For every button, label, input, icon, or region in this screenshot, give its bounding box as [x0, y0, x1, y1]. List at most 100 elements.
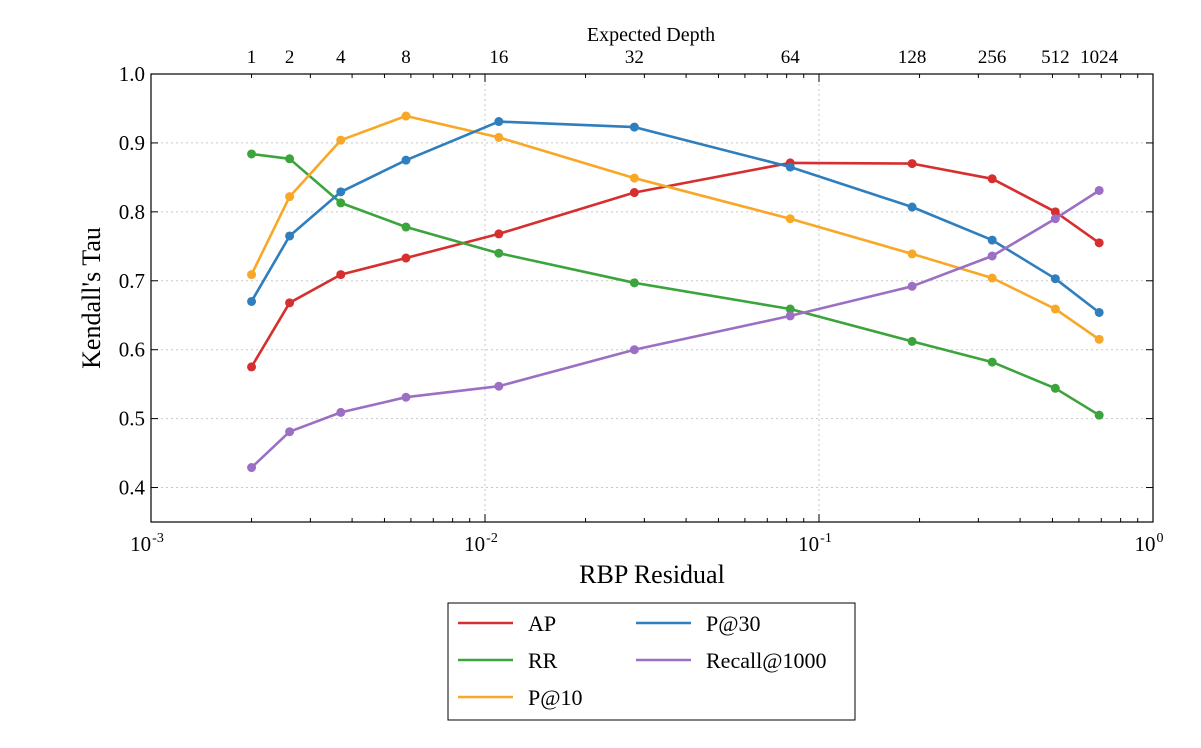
data-point: [907, 281, 917, 291]
data-point: [907, 336, 917, 346]
top-tick-label: 4: [336, 47, 346, 68]
data-point: [494, 248, 504, 258]
series-p-10: [247, 111, 1104, 344]
data-point: [1094, 410, 1104, 420]
data-point: [494, 117, 504, 127]
data-point: [1094, 238, 1104, 248]
legend-label: Recall@1000: [706, 648, 826, 673]
data-point: [987, 251, 997, 261]
legend-label: AP: [528, 611, 556, 636]
data-point: [1050, 207, 1060, 217]
legend: AP RR P@10 P@30 Recall@1000: [447, 602, 856, 721]
data-point: [785, 304, 795, 314]
data-point: [785, 214, 795, 224]
top-tick-label: 32: [625, 47, 644, 68]
legend-item: AP: [458, 611, 556, 636]
data-point: [1094, 334, 1104, 344]
top-tick-label: 16: [489, 47, 508, 68]
top-tick-label: 1024: [1080, 47, 1119, 68]
y-tick-label: 0.7: [119, 269, 145, 293]
data-point: [401, 392, 411, 402]
data-point: [336, 198, 346, 208]
data-point: [907, 159, 917, 169]
data-point: [336, 407, 346, 417]
data-point: [987, 357, 997, 367]
x-tick-label: 10-3: [130, 531, 164, 556]
top-axis-label: Expected Depth: [587, 24, 715, 46]
x-axis-label: RBP Residual: [579, 560, 725, 589]
data-point: [629, 173, 639, 183]
data-point: [1050, 214, 1060, 224]
data-point: [907, 202, 917, 212]
y-tick-label: 0.5: [119, 407, 145, 431]
y-tick-label: 0.9: [119, 131, 145, 155]
data-point: [785, 311, 795, 321]
y-axis-label: Kendall's Tau: [77, 227, 106, 369]
data-point: [907, 249, 917, 259]
top-tick-label: 256: [978, 47, 1007, 68]
data-point: [401, 111, 411, 121]
data-point: [629, 188, 639, 198]
data-point: [987, 235, 997, 245]
series-line: [251, 152, 1100, 417]
data-point: [987, 174, 997, 184]
data-point: [247, 270, 257, 280]
data-point: [629, 345, 639, 355]
legend-item: P@10: [458, 685, 583, 710]
legend-item: Recall@1000: [636, 648, 826, 673]
data-point: [629, 278, 639, 288]
y-tick-label: 0.4: [119, 476, 146, 500]
data-point: [336, 135, 346, 145]
data-point: [629, 122, 639, 132]
data-point: [401, 253, 411, 263]
legend-label: P@10: [528, 685, 583, 710]
data-point: [285, 427, 295, 437]
data-point: [247, 362, 257, 372]
data-point: [1094, 185, 1104, 195]
top-tick-label: 2: [285, 47, 295, 68]
x-tick-label: 10-1: [798, 531, 832, 556]
data-point: [401, 155, 411, 165]
data-point: [285, 192, 295, 202]
data-point: [401, 222, 411, 232]
grid-lines: [151, 73, 1153, 522]
top-tick-label: 1: [247, 47, 257, 68]
top-tick-label: 512: [1041, 47, 1070, 68]
x-tick-label: 10-2: [464, 531, 498, 556]
data-point: [1050, 274, 1060, 284]
data-point: [336, 187, 346, 197]
series-line: [250, 114, 1100, 341]
data-point: [285, 231, 295, 241]
x-tick-label: 100: [1135, 531, 1164, 556]
y-tick-label: 0.8: [119, 200, 145, 224]
axis-ticks: [150, 73, 1154, 522]
data-point: [1050, 383, 1060, 393]
series-rr: [247, 149, 1104, 420]
data-point: [247, 149, 257, 159]
plot-area-frame: [150, 73, 1154, 523]
data-point: [285, 298, 295, 308]
data-point: [785, 162, 795, 172]
legend-label: RR: [528, 648, 558, 673]
legend-item: RR: [458, 648, 558, 673]
tick-labels: 0.4 0.5 0.6 0.7 0.8 0.9 1.0 10-3 10-2 10-1 100 1 2 4 8…: [119, 47, 1164, 556]
data-point: [1094, 307, 1104, 317]
y-tick-label: 0.6: [119, 338, 145, 362]
legend-item: P@30: [636, 611, 761, 636]
data-point: [336, 270, 346, 280]
data-point: [1050, 304, 1060, 314]
series-ap: [247, 158, 1104, 372]
top-tick-label: 64: [781, 47, 801, 68]
data-point: [987, 273, 997, 283]
top-tick-label: 128: [898, 47, 927, 68]
data-point: [494, 229, 504, 239]
data-point: [285, 154, 295, 164]
legend-label: P@30: [706, 611, 761, 636]
data-point: [494, 381, 504, 391]
y-tick-label: 1.0: [119, 62, 145, 86]
series-p-30: [247, 117, 1104, 317]
data-point: [494, 132, 504, 142]
series-recall-1000: [247, 185, 1104, 473]
series-lines: [247, 111, 1104, 473]
